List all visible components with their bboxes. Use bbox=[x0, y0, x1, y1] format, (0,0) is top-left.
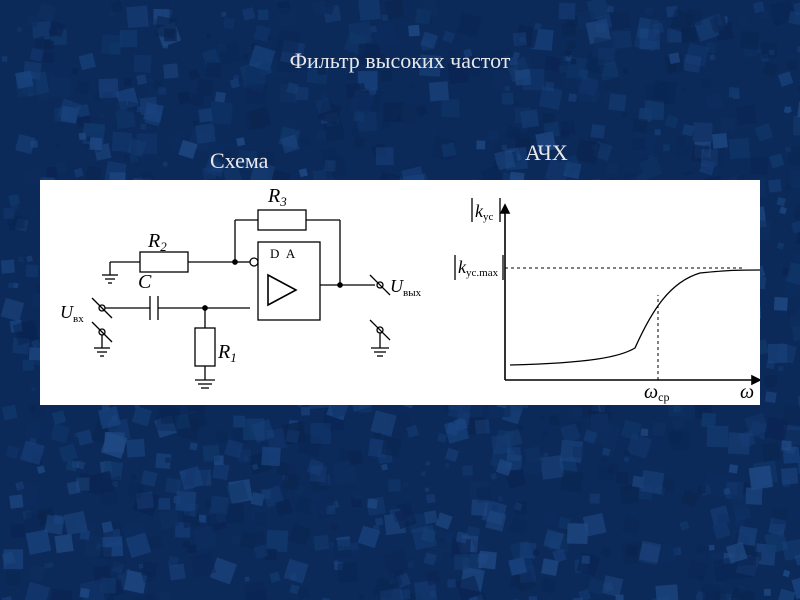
r1-label: R1 bbox=[217, 341, 237, 365]
response-label: АЧХ bbox=[525, 140, 568, 166]
x-cutoff-label: ωср bbox=[644, 381, 669, 404]
uin-label: Uвх bbox=[60, 302, 84, 325]
da-label: D A bbox=[270, 246, 297, 261]
page-title: Фильтр высоких частот bbox=[0, 48, 800, 74]
y-axis-label: kус bbox=[475, 201, 494, 223]
circuit-schematic: C R2 R3 R1 D A Uвх Uвых bbox=[40, 180, 460, 405]
x-axis-label: ω bbox=[740, 381, 754, 403]
r2-label: R2 bbox=[147, 230, 167, 254]
r3-label: R3 bbox=[267, 185, 287, 209]
c-label: C bbox=[138, 271, 152, 293]
y-max-label: kус.max bbox=[458, 257, 499, 279]
uout-label: Uвых bbox=[390, 276, 422, 299]
diagram-panel: C R2 R3 R1 D A Uвх Uвых bbox=[40, 180, 760, 405]
frequency-response: kус kус.max ω ωср bbox=[440, 180, 760, 405]
schematic-label: Схема bbox=[210, 148, 268, 174]
